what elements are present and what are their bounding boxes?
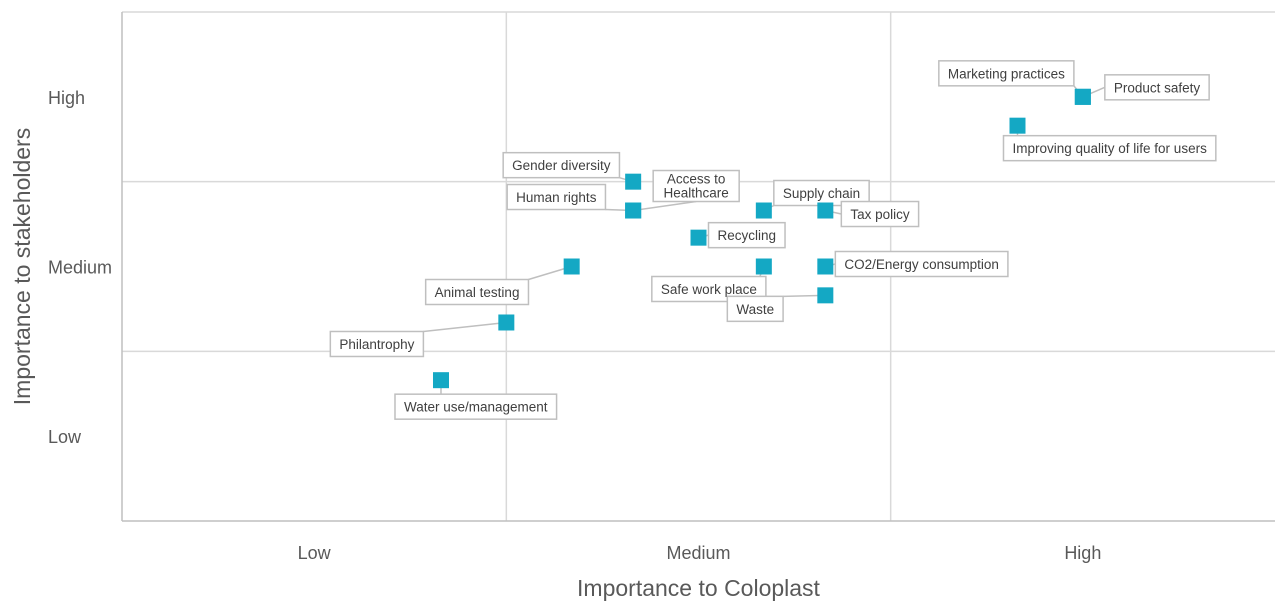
y-tick-label: High	[48, 88, 85, 108]
data-point-supply-chain	[755, 202, 772, 219]
callout-co2-energy-consumption: CO2/Energy consumption	[825, 250, 1009, 278]
callout-label-supply-chain: Supply chain	[783, 186, 860, 201]
data-point-animal-testing	[563, 258, 580, 275]
data-point-waste	[817, 287, 834, 304]
callout-box-marketing-practices	[938, 60, 1075, 87]
callout-label-recycling: Recycling	[718, 228, 777, 243]
callout-box-animal-testing	[424, 278, 530, 306]
y-axis-title: Importance to stakeholders	[9, 128, 35, 405]
callouts: Marketing practices Product safety Improvi…	[329, 60, 1217, 420]
callout-box-philantrophy	[329, 330, 425, 358]
callout-box-human-rights	[506, 183, 607, 211]
x-tick-label: Medium	[666, 543, 730, 563]
x-axis-title: Importance to Coloplast	[577, 575, 821, 601]
data-point-access-to-healthcare	[625, 202, 642, 219]
callout-tax-policy: Tax policy	[825, 200, 920, 228]
callout-box-waste	[726, 295, 784, 323]
callout-label-tax-policy: Tax policy	[850, 207, 910, 222]
data-point-co2-energy-consumption	[817, 258, 834, 275]
callout-label-philantrophy: Philantrophy	[339, 337, 414, 352]
callout-box-water-use-management	[394, 393, 558, 420]
callout-water-use-management: Water use/management	[394, 380, 558, 420]
callout-label-product-safety: Product safety	[1114, 80, 1201, 95]
callout-label-water-use-management: Water use/management	[404, 400, 548, 415]
callout-label-co2-energy-consumption: CO2/Energy consumption	[844, 257, 999, 272]
callout-marketing-practices: Marketing practices	[938, 60, 1084, 98]
data-point-philantrophy	[498, 314, 515, 331]
callout-improving-quality-of-life-for-users: Improving quality of life for users	[1002, 125, 1217, 162]
data-point-water-use-management	[432, 372, 449, 389]
callout-label-marketing-practices: Marketing practices	[948, 66, 1065, 81]
callout-animal-testing: Animal testing	[424, 265, 572, 306]
data-point-recycling	[690, 229, 707, 246]
callout-box-tax-policy	[840, 200, 920, 228]
callout-label-gender-diversity: Gender diversity	[512, 158, 611, 173]
callout-label-waste: Waste	[736, 302, 774, 317]
callout-label-improving-quality-of-life-for-users: Improving quality of life for users	[1012, 141, 1207, 156]
data-point-gender-diversity	[625, 173, 642, 190]
callout-box-co2-energy-consumption	[834, 250, 1009, 278]
axes	[121, 12, 1275, 522]
callout-product-safety: Product safety	[1082, 74, 1210, 101]
callout-label-animal-testing: Animal testing	[435, 285, 520, 300]
callout-leader-philantrophy	[423, 321, 507, 333]
callout-label-safe-work-place: Safe work place	[661, 282, 757, 297]
callout-leader-access-to-healthcare	[633, 200, 697, 212]
data-point-tax-policy	[817, 202, 834, 219]
data-point-improving-quality-of-life-for-users	[1009, 117, 1026, 134]
data-point-product-safety	[1074, 88, 1091, 105]
x-tick-label: High	[1064, 543, 1101, 563]
data-point-safe-work-place	[755, 258, 772, 275]
callout-waste: Waste	[726, 294, 826, 323]
callout-gender-diversity: Gender diversity	[502, 151, 634, 183]
tick-labels: Low Medium High Low Medium High	[48, 88, 1101, 563]
callout-philantrophy: Philantrophy	[329, 321, 507, 358]
markers	[432, 88, 1091, 389]
callout-box-improving-quality-of-life-for-users	[1002, 134, 1217, 162]
callout-box-product-safety	[1104, 74, 1210, 101]
callout-label-access-to-healthcare: Access to Healthcare	[664, 172, 729, 201]
y-tick-label: Low	[48, 427, 82, 447]
callout-box-recycling	[707, 221, 786, 249]
x-tick-label: Low	[298, 543, 332, 563]
callout-access-to-healthcare: Access to Healthcare	[633, 169, 740, 212]
callout-recycling: Recycling	[698, 221, 786, 249]
callout-box-access-to-healthcare	[652, 169, 740, 203]
callout-box-gender-diversity	[502, 151, 621, 179]
callout-human-rights: Human rights	[506, 183, 634, 212]
callout-label-human-rights: Human rights	[516, 190, 597, 205]
y-tick-label: Medium	[48, 258, 112, 278]
